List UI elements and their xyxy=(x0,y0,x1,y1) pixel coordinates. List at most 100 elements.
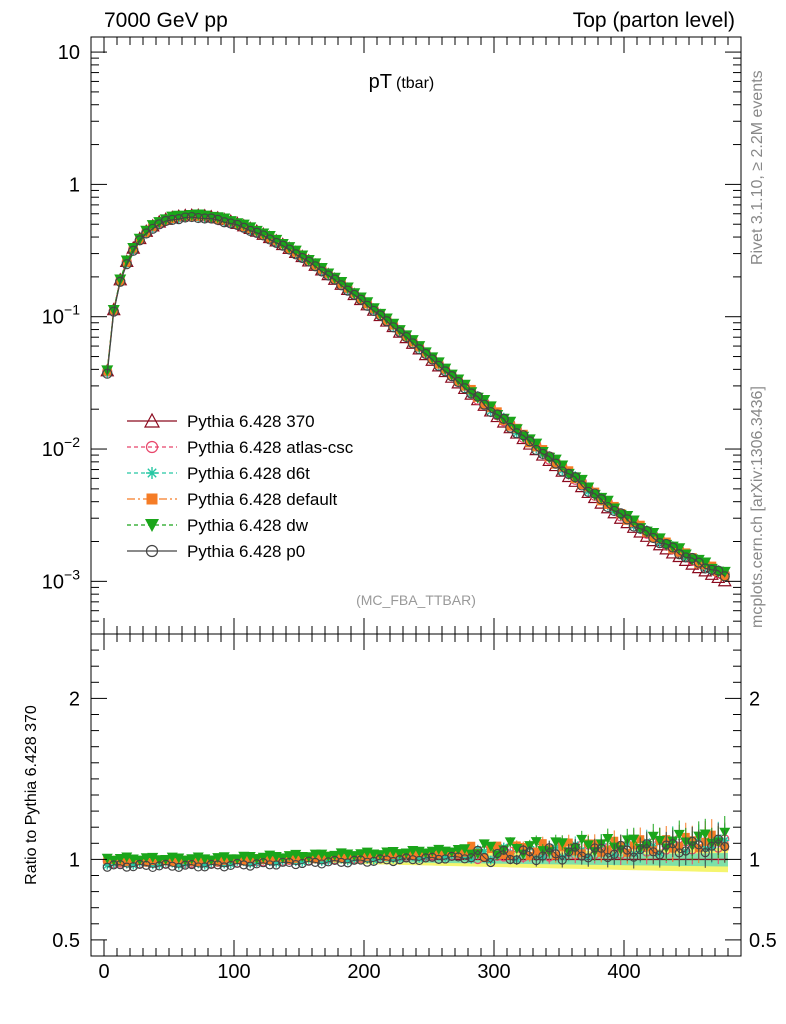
x-tick-labels: 0 100 200 300 400 xyxy=(98,961,640,983)
data-point xyxy=(427,354,438,365)
data-point xyxy=(479,399,490,410)
ratio-point xyxy=(297,858,307,869)
ratio-point xyxy=(479,852,489,863)
data-point xyxy=(121,259,132,270)
x-tick-label: 200 xyxy=(347,961,380,983)
data-point xyxy=(271,237,282,249)
ratio-point xyxy=(661,840,671,850)
ratio-point xyxy=(609,849,619,859)
legend-entry: Pythia 6.428 d6t xyxy=(127,464,310,483)
ratio-point xyxy=(245,861,255,871)
ratio-point xyxy=(447,851,457,861)
data-point xyxy=(355,294,366,305)
data-point xyxy=(206,213,217,224)
ratio-point xyxy=(426,846,438,857)
ratio-point xyxy=(265,860,275,870)
data-point xyxy=(453,376,464,388)
legend-marker xyxy=(145,519,159,532)
ratio-point xyxy=(668,839,678,849)
data-point xyxy=(232,219,243,230)
data-point xyxy=(140,225,153,237)
ratio-point xyxy=(590,843,600,853)
data-point xyxy=(426,352,439,364)
data-point xyxy=(167,214,178,225)
ratio-y-axis-label: Ratio to Pythia 6.428 370 xyxy=(23,705,40,885)
ratio-axis-ticks xyxy=(90,633,741,957)
data-point xyxy=(310,261,321,272)
ratio-point xyxy=(245,859,255,869)
ratio-point xyxy=(369,856,379,866)
data-point xyxy=(375,310,386,321)
legend-marker xyxy=(146,493,158,505)
data-point xyxy=(134,235,145,246)
main-panel: 10 1 10−1 10−2 10−3 pT (tbar) (MC_FBA_TTBAR)… xyxy=(42,36,742,635)
ratio-point xyxy=(122,862,132,872)
ratio-point xyxy=(564,847,574,857)
data-point xyxy=(362,300,373,311)
ratio-point xyxy=(297,857,307,867)
ratio-point xyxy=(525,847,535,857)
data-point xyxy=(589,488,600,499)
ratio-point xyxy=(434,854,444,864)
ratio-point xyxy=(518,845,528,855)
ratio-y-tick-label-left: 0.5 xyxy=(52,930,80,952)
side-text-mcplots: mcplots.cern.ch [arXiv:1306.3436] xyxy=(749,386,766,628)
data-point xyxy=(283,242,296,254)
ratio-point xyxy=(512,855,522,865)
ratio-point xyxy=(161,859,171,869)
ratio-point xyxy=(109,860,119,870)
ratio-point xyxy=(479,846,489,856)
data-point xyxy=(225,218,236,229)
ratio-point xyxy=(551,849,561,859)
ratio-point xyxy=(504,837,516,848)
data-point xyxy=(523,434,536,446)
data-point xyxy=(381,316,392,327)
data-point xyxy=(219,217,230,228)
ratio-point xyxy=(713,834,723,844)
data-point xyxy=(341,282,354,294)
plot-title: pT xyxy=(369,71,392,93)
data-point xyxy=(388,322,399,333)
ratio-point xyxy=(459,844,471,855)
data-point xyxy=(674,549,685,560)
data-point xyxy=(622,514,633,525)
data-point xyxy=(432,357,445,369)
ratio-point xyxy=(642,839,652,849)
ratio-point xyxy=(544,843,554,853)
data-point xyxy=(505,422,516,433)
ratio-point xyxy=(395,855,405,865)
data-point xyxy=(693,557,704,568)
ratio-point xyxy=(635,845,645,855)
data-point xyxy=(354,292,367,304)
data-point xyxy=(180,212,191,223)
data-point xyxy=(322,268,335,280)
data-point xyxy=(621,510,634,522)
ratio-point xyxy=(213,860,223,870)
ratio-point xyxy=(154,861,164,871)
ratio-point xyxy=(226,860,236,871)
ratio-point xyxy=(174,862,184,872)
legend: Pythia 6.428 370 Pythia 6.428 atlas-csc Py… xyxy=(127,412,354,561)
x-tick-label: 100 xyxy=(217,961,250,983)
ratio-point xyxy=(532,847,541,856)
ratio-point xyxy=(616,840,626,850)
ratio-point xyxy=(440,852,450,862)
data-point xyxy=(518,430,529,441)
data-point xyxy=(609,505,620,517)
data-point xyxy=(583,486,594,497)
data-point xyxy=(199,213,210,224)
ratio-point xyxy=(654,835,666,846)
ratio-point xyxy=(466,853,476,863)
data-point xyxy=(627,515,640,527)
ratio-point xyxy=(206,859,216,869)
ratio-point xyxy=(232,858,242,868)
data-point xyxy=(420,348,431,360)
data-point xyxy=(315,262,328,274)
ratio-point xyxy=(271,858,281,868)
data-point xyxy=(472,391,483,402)
ratio-point xyxy=(284,857,294,868)
x-tick-label: 400 xyxy=(607,961,640,983)
main-plot-data xyxy=(100,207,732,587)
ratio-y-tick-label-right: 1 xyxy=(749,849,760,871)
data-point xyxy=(296,250,309,262)
